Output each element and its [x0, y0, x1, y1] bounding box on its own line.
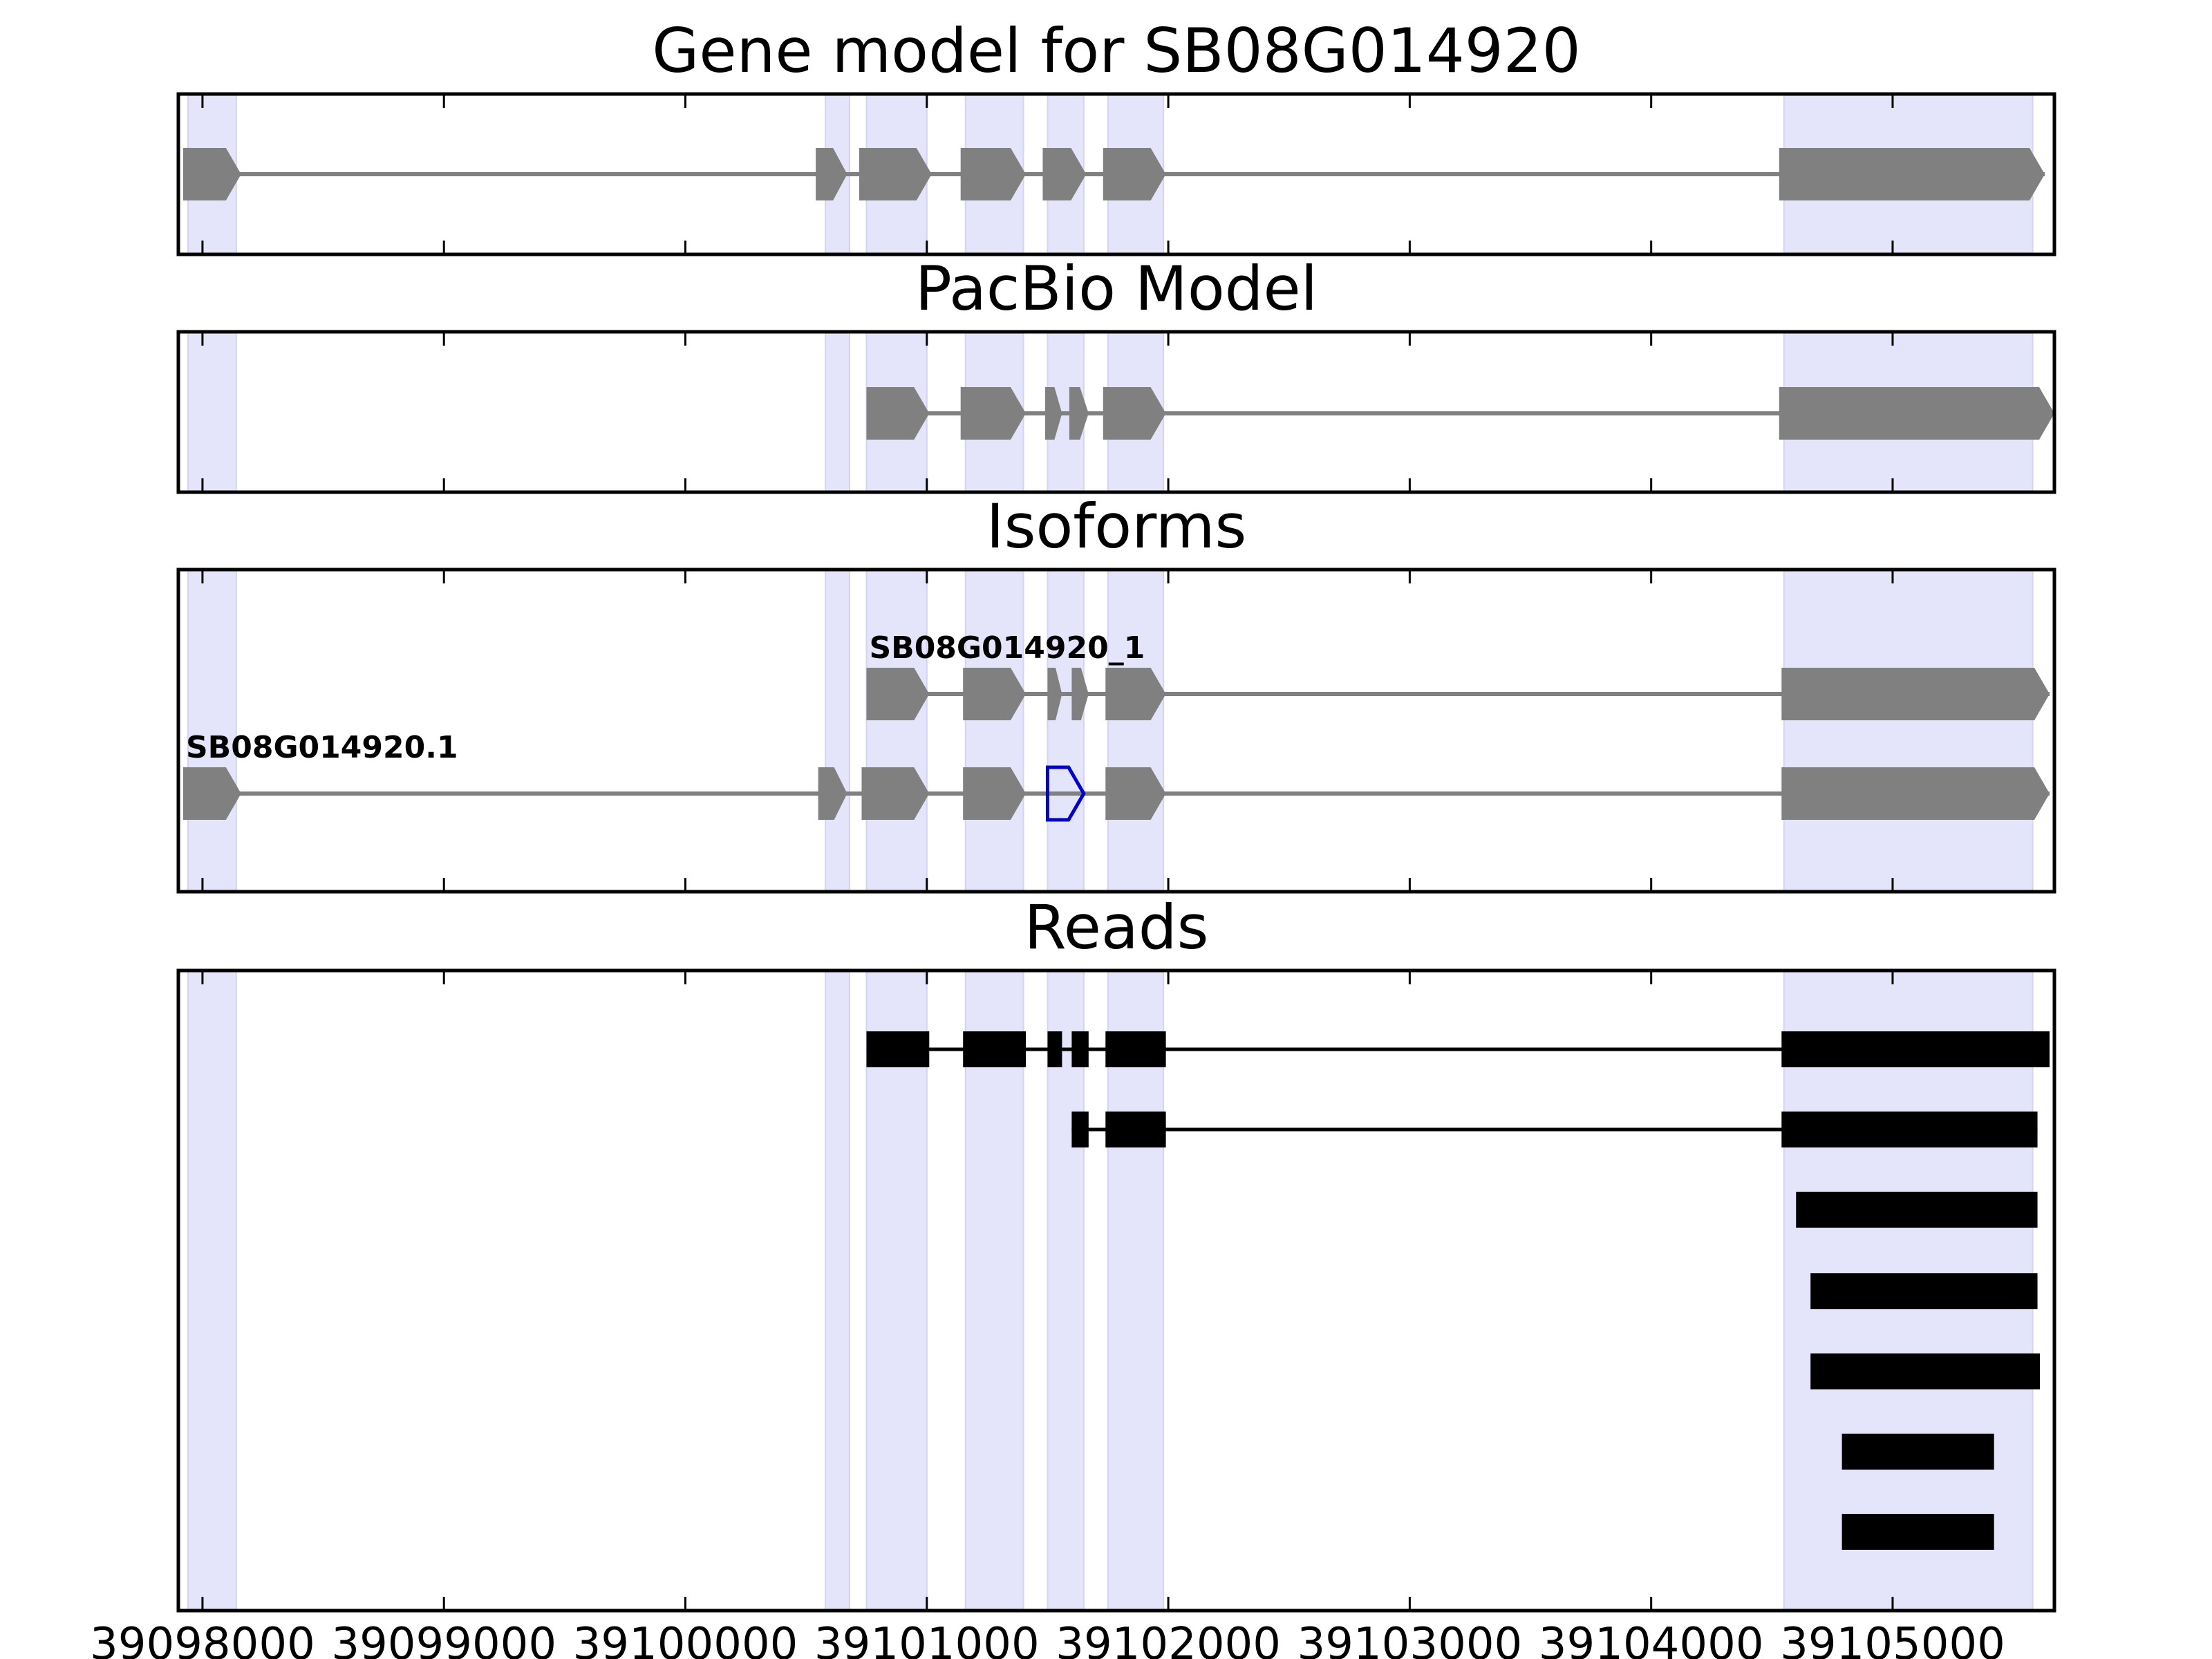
exon-0-2	[1044, 387, 1062, 440]
exon-0-0	[182, 148, 241, 200]
x-tick-label: 39104000	[1539, 1619, 1764, 1659]
read-block-0-2	[1047, 1031, 1062, 1067]
highlight-band-3	[964, 970, 1024, 1611]
exon-0-4	[1105, 668, 1166, 720]
read-block-0-3	[1071, 1031, 1089, 1067]
exon-0-4	[1103, 387, 1166, 440]
x-tick-label: 39105000	[1780, 1619, 2005, 1659]
exon-1-0	[182, 767, 241, 820]
exon-0-6	[1779, 148, 2045, 200]
exon-0-3	[960, 148, 1027, 200]
exon-0-0	[866, 387, 930, 440]
highlight-band-5	[1107, 569, 1165, 892]
highlight-band-0	[187, 970, 237, 1611]
read-block-0-1	[963, 1031, 1027, 1067]
panel-frame	[176, 330, 2056, 494]
x-tick-label: 39100000	[573, 1619, 798, 1659]
highlight-band-1	[825, 970, 851, 1611]
read-block-4-0	[1810, 1353, 2041, 1389]
read-block-0-5	[1781, 1031, 2050, 1067]
exon-0-2	[859, 148, 932, 200]
exon-1-5	[1781, 767, 2050, 820]
exon-0-1	[816, 148, 847, 200]
highlight-band-1	[825, 569, 851, 892]
read-block-3-0	[1810, 1273, 2038, 1309]
exon-1-1	[818, 767, 847, 820]
panel-frame	[176, 968, 2056, 1613]
read-block-1-0	[1071, 1112, 1089, 1147]
exon-0-2	[1047, 668, 1062, 720]
x-tick-label: 39101000	[814, 1619, 1040, 1659]
isoform-label: SB08G014920_1	[869, 630, 1145, 666]
highlight-band-1	[825, 331, 851, 493]
x-tick-label: 39103000	[1297, 1619, 1523, 1659]
highlight-band-6	[1783, 569, 2034, 892]
read-block-0-4	[1105, 1031, 1166, 1067]
exon-0-3	[1071, 668, 1089, 720]
exon-1-3	[963, 767, 1027, 820]
exon-0-1	[963, 668, 1027, 720]
read-block-0-0	[866, 1031, 930, 1067]
exon-0-1	[960, 387, 1027, 440]
highlight-band-4	[1047, 569, 1085, 892]
panel-frame	[176, 568, 2056, 894]
exon-0-5	[1779, 387, 2054, 440]
outlined-exon	[1045, 765, 1086, 822]
panel-title: PacBio Model	[915, 253, 1318, 324]
exon-0-5	[1103, 148, 1166, 200]
highlight-band-4	[1047, 970, 1085, 1611]
read-block-5-0	[1841, 1434, 1994, 1470]
read-block-6-0	[1841, 1514, 1994, 1550]
x-tick-label: 39099000	[331, 1619, 556, 1659]
panel-title: Isoforms	[986, 491, 1247, 562]
exon-1-4	[1105, 767, 1166, 820]
read-block-1-2	[1781, 1112, 2038, 1147]
read-block-1-1	[1105, 1112, 1166, 1147]
exon-0-3	[1069, 387, 1089, 440]
exon-0-5	[1781, 668, 2050, 720]
exon-0-0	[866, 668, 930, 720]
highlight-band-2	[865, 569, 928, 892]
highlight-band-0	[187, 569, 237, 892]
highlight-band-5	[1107, 970, 1165, 1611]
highlight-band-3	[964, 569, 1024, 892]
x-tick-label: 39102000	[1056, 1619, 1281, 1659]
exon-1-2	[861, 767, 930, 820]
isoform-label: SB08G014920.1	[186, 730, 458, 765]
highlight-band-0	[187, 331, 237, 493]
read-block-2-0	[1796, 1192, 2038, 1228]
panel-frame	[176, 92, 2056, 256]
panel-title: Reads	[1024, 892, 1209, 963]
panel-title: Gene model for SB08G014920	[652, 15, 1581, 86]
exon-0-4	[1042, 148, 1087, 200]
x-tick-label: 39098000	[90, 1619, 315, 1659]
